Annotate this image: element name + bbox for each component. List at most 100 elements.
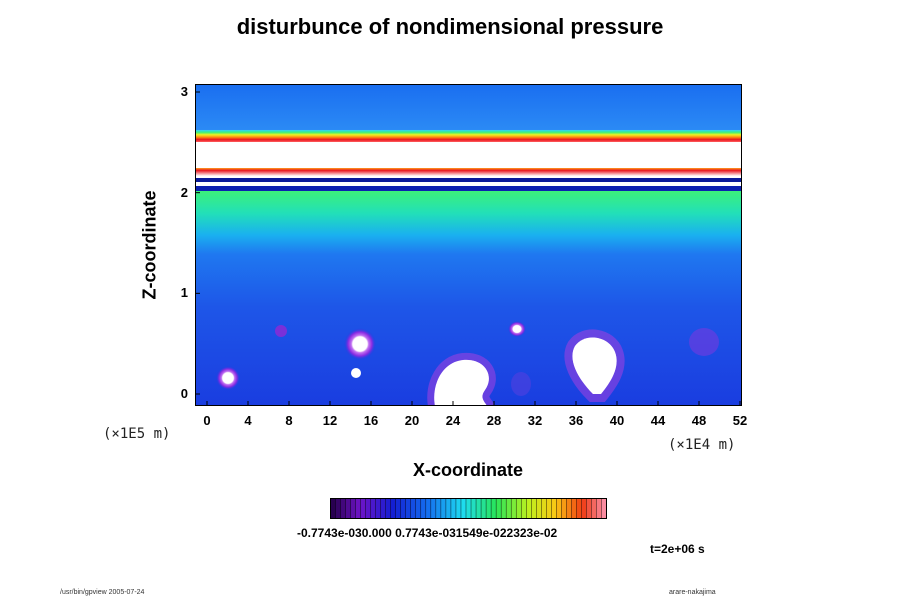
plume-dot-2: [351, 368, 361, 378]
colorbar-cell: [400, 498, 407, 519]
colorbar-cells: [330, 498, 607, 519]
colorbar-cell: [375, 498, 382, 519]
colorbar-cell: [546, 498, 552, 519]
x-tick-label: 8: [285, 413, 293, 428]
x-tick-label: 12: [322, 413, 338, 428]
plume-large-2-core: [572, 337, 617, 394]
x-tick-label: 52: [732, 413, 748, 428]
colorbar-cell: [345, 498, 352, 519]
x-tick-label: 20: [404, 413, 420, 428]
x-tick-label: 48: [691, 413, 707, 428]
colorbar-cell: [470, 498, 477, 519]
colorbar-cell: [450, 498, 457, 519]
x-scale-label: (×1E4 m): [668, 437, 736, 453]
band-top: [195, 84, 742, 130]
colorbar-cell: [536, 498, 542, 519]
colorbar-cell: [350, 498, 357, 519]
colorbar-cell: [410, 498, 417, 519]
colorbar-cell: [420, 498, 427, 519]
x-tick-label: 28: [486, 413, 502, 428]
colorbar-cell: [360, 498, 367, 519]
colorbar-cell: [515, 498, 522, 519]
x-tick-label: 36: [568, 413, 584, 428]
colorbar-cell: [340, 498, 347, 519]
colorbar-cell: [520, 498, 527, 519]
y-tick-label: 0: [180, 386, 188, 401]
colorbar-cell: [485, 498, 492, 519]
band-green: [195, 191, 742, 254]
colorbar-cell: [591, 498, 597, 519]
plot-area: [195, 84, 742, 406]
colorbar-cell: [480, 498, 487, 519]
colorbar-cell: [566, 498, 572, 519]
plume-small-1: [216, 366, 240, 390]
y-tick-label: 3: [180, 84, 188, 99]
colorbar-cell: [335, 498, 342, 519]
colorbar-cell: [330, 498, 337, 519]
x-tick-label: 40: [609, 413, 625, 428]
colorbar-cell: [510, 498, 517, 519]
y-tick-label: 2: [180, 184, 188, 200]
plume-features: [216, 321, 719, 406]
colorbar-cell: [355, 498, 362, 519]
y-axis-label: Z-coordinate: [139, 190, 160, 300]
x-tick-label: 24: [445, 413, 461, 428]
chart-title: disturbunce of nondimensional pressure: [236, 14, 664, 39]
colorbar: [330, 498, 607, 519]
x-tick-label: 32: [527, 413, 543, 428]
colorbar-cell: [505, 498, 512, 519]
tick-marks: [195, 91, 741, 406]
heatmap-field: [195, 84, 742, 406]
colorbar-cell: [455, 498, 462, 519]
plume-dot-1: [275, 325, 287, 337]
colorbar-cell: [581, 498, 587, 519]
x-tick-label: 16: [363, 413, 379, 428]
colorbar-cell: [586, 498, 592, 519]
colorbar-cell: [405, 498, 412, 519]
band-above-range: [195, 142, 742, 168]
x-tick-label: 4: [244, 413, 252, 428]
footer-right: arare-nakajima: [669, 589, 716, 596]
footer-left: /usr/bin/gpview 2005-07-24: [60, 589, 145, 596]
plume-large-1-core: [434, 359, 489, 406]
plume-dot-3: [689, 328, 719, 356]
colorbar-cell: [556, 498, 562, 519]
colorbar-cell: [365, 498, 372, 519]
colorbar-cell: [370, 498, 377, 519]
colorbar-cell: [531, 498, 537, 519]
colorbar-cell: [395, 498, 402, 519]
plume-small-2: [344, 328, 376, 360]
x-axis-label: X-coordinate: [412, 460, 523, 480]
colorbar-cell: [390, 498, 397, 519]
colorbar-cell: [551, 498, 557, 519]
colorbar-cell: [435, 498, 442, 519]
colorbar-cell: [495, 498, 502, 519]
x-tick-label: 0: [203, 413, 211, 428]
band-dark-blue-2: [195, 186, 742, 191]
colorbar-cell: [425, 498, 432, 519]
plume-small-3: [508, 321, 526, 337]
x-tick-label: 44: [650, 413, 666, 428]
plume-dot-4: [511, 372, 531, 396]
band-white-gap: [195, 182, 742, 186]
plot-frame: [195, 84, 742, 406]
band-red-lower: [195, 168, 742, 176]
colorbar-cell: [571, 498, 577, 519]
y-tick-label: 1: [180, 285, 188, 301]
colorbar-cell: [500, 498, 507, 519]
colorbar-cell: [475, 498, 482, 519]
colorbar-cell: [561, 498, 567, 519]
colorbar-cell: [490, 498, 497, 519]
colorbar-cell: [445, 498, 452, 519]
colorbar-cell: [465, 498, 472, 519]
y-scale-label: (×1E5 m): [103, 426, 171, 442]
colorbar-tick-labels: -0.7743e-030.000 0.7743e-031549e-022323e…: [297, 526, 558, 540]
colorbar-cell: [440, 498, 447, 519]
colorbar-cell: [415, 498, 422, 519]
time-label: t=2e+06 s: [650, 542, 705, 556]
colorbar-cell: [596, 498, 602, 519]
colorbar-cell: [460, 498, 467, 519]
colorbar-cell: [576, 498, 582, 519]
colorbar-cell: [385, 498, 392, 519]
band-dark-blue-1: [195, 178, 742, 182]
